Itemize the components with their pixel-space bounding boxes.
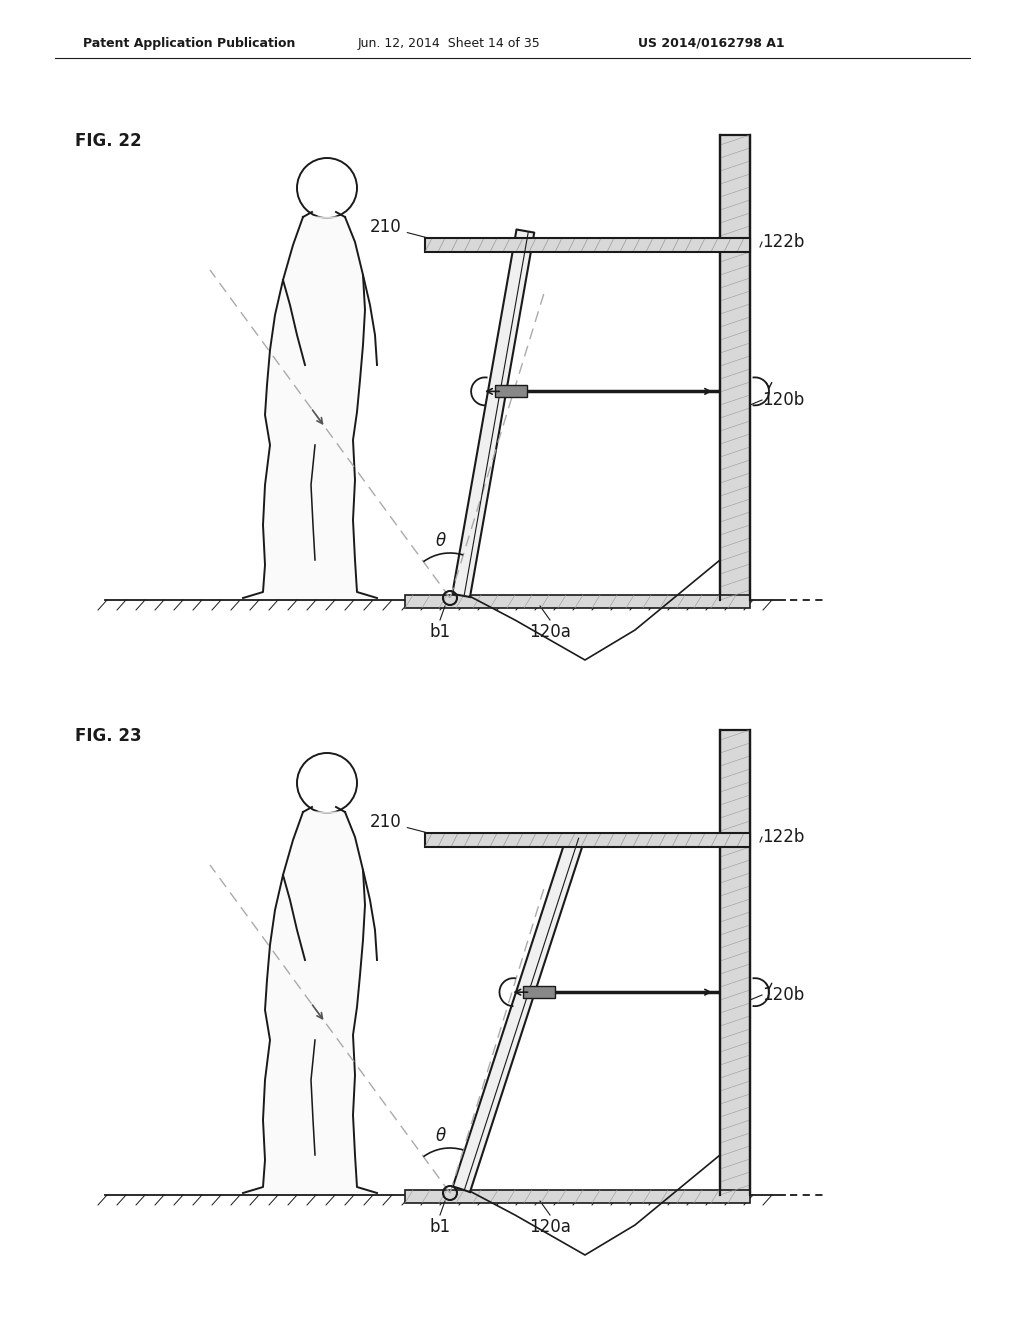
Text: 120b: 120b [762, 986, 804, 1005]
Bar [425, 833, 750, 847]
Bar [720, 730, 750, 1195]
Text: 210: 210 [370, 218, 453, 244]
Text: Patent Application Publication: Patent Application Publication [83, 37, 295, 50]
Bar [523, 986, 555, 998]
Bar [496, 385, 527, 397]
Text: Jun. 12, 2014  Sheet 14 of 35: Jun. 12, 2014 Sheet 14 of 35 [358, 37, 541, 50]
Text: FIG. 22: FIG. 22 [75, 132, 141, 150]
Bar [720, 135, 750, 601]
Text: US 2014/0162798 A1: US 2014/0162798 A1 [638, 37, 784, 50]
Text: 120a: 120a [529, 1218, 571, 1236]
Text: FIG. 23: FIG. 23 [75, 727, 141, 744]
Text: 120b: 120b [762, 391, 804, 409]
Polygon shape [453, 834, 585, 1192]
Text: θ: θ [435, 532, 445, 550]
Text: 120a: 120a [529, 623, 571, 642]
Text: b1: b1 [429, 1218, 451, 1236]
Text: 122b: 122b [762, 828, 805, 846]
Text: θ: θ [435, 1127, 445, 1144]
Polygon shape [243, 216, 377, 598]
Text: 210: 210 [370, 813, 453, 840]
Polygon shape [453, 230, 535, 597]
Text: 122b: 122b [762, 234, 805, 251]
Bar [406, 1191, 750, 1203]
Text: b1: b1 [429, 623, 451, 642]
Bar [425, 238, 750, 252]
Polygon shape [243, 812, 377, 1193]
Bar [406, 595, 750, 609]
